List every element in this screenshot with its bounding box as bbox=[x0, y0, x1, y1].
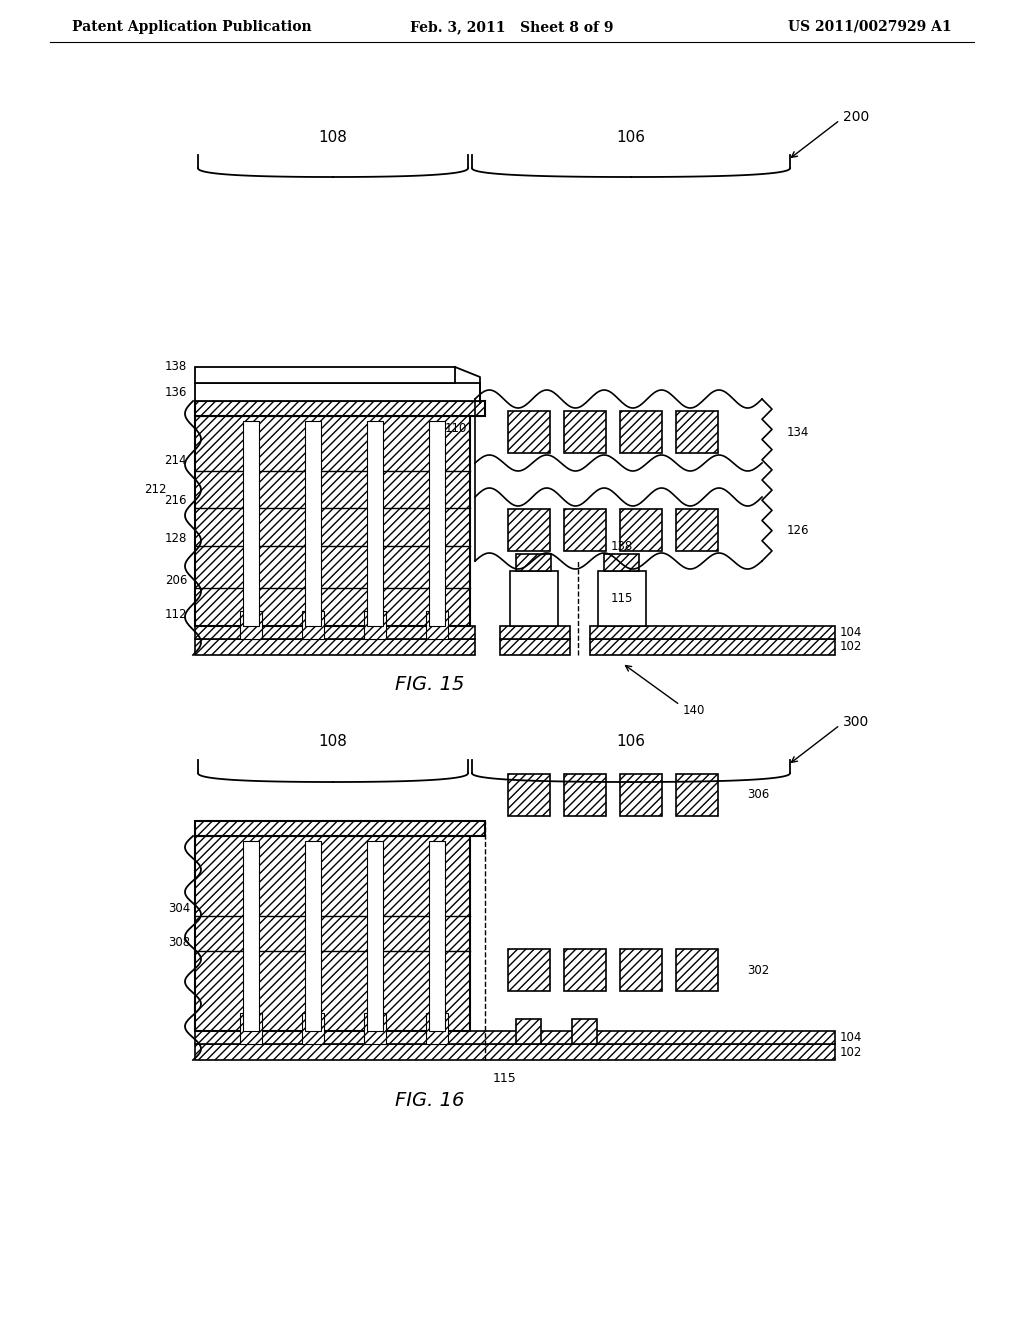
Bar bbox=[240, 1012, 262, 1044]
Text: 136: 136 bbox=[165, 385, 187, 399]
Text: 212: 212 bbox=[144, 483, 167, 496]
Bar bbox=[243, 421, 259, 626]
Bar bbox=[620, 774, 662, 816]
Text: FIG. 16: FIG. 16 bbox=[395, 1090, 465, 1110]
Text: 140: 140 bbox=[683, 704, 706, 717]
Text: 106: 106 bbox=[616, 734, 645, 750]
Bar bbox=[508, 774, 550, 816]
Text: 134: 134 bbox=[787, 425, 809, 438]
Text: 200: 200 bbox=[843, 110, 869, 124]
Text: 128: 128 bbox=[165, 532, 187, 544]
Bar bbox=[620, 411, 662, 453]
Bar bbox=[302, 1012, 324, 1044]
Bar bbox=[429, 421, 445, 626]
Bar bbox=[590, 639, 835, 655]
Bar bbox=[516, 554, 551, 572]
Bar bbox=[564, 510, 606, 550]
Bar bbox=[676, 774, 718, 816]
Text: 108: 108 bbox=[318, 734, 347, 750]
Bar bbox=[508, 411, 550, 453]
Text: 306: 306 bbox=[746, 788, 769, 801]
Bar bbox=[240, 611, 262, 639]
Text: 300: 300 bbox=[843, 715, 869, 729]
Bar bbox=[564, 411, 606, 453]
Text: FIG. 15: FIG. 15 bbox=[395, 676, 465, 694]
Bar bbox=[364, 1012, 386, 1044]
Bar bbox=[564, 949, 606, 991]
Bar bbox=[590, 626, 835, 639]
Bar bbox=[305, 421, 321, 626]
Bar bbox=[516, 1019, 541, 1044]
Text: 304: 304 bbox=[168, 902, 190, 915]
Bar bbox=[508, 510, 550, 550]
Text: 206: 206 bbox=[165, 573, 187, 586]
Text: 112: 112 bbox=[165, 607, 187, 620]
Bar bbox=[676, 411, 718, 453]
Bar bbox=[510, 572, 558, 626]
Bar bbox=[195, 821, 485, 836]
Text: Feb. 3, 2011   Sheet 8 of 9: Feb. 3, 2011 Sheet 8 of 9 bbox=[411, 20, 613, 34]
Bar bbox=[195, 367, 455, 383]
Bar bbox=[676, 949, 718, 991]
Bar bbox=[367, 841, 383, 1031]
Bar bbox=[620, 510, 662, 550]
Text: Patent Application Publication: Patent Application Publication bbox=[72, 20, 311, 34]
Text: 108: 108 bbox=[318, 129, 347, 144]
Bar bbox=[195, 1031, 835, 1044]
Bar bbox=[604, 554, 639, 572]
Text: 214: 214 bbox=[165, 454, 187, 467]
Bar bbox=[195, 416, 470, 626]
Bar bbox=[572, 1019, 597, 1044]
Text: 308: 308 bbox=[168, 936, 190, 949]
Bar bbox=[195, 401, 485, 416]
Bar bbox=[195, 1044, 835, 1060]
Bar bbox=[429, 841, 445, 1031]
Text: 138: 138 bbox=[610, 540, 633, 553]
Bar bbox=[676, 510, 718, 550]
Bar bbox=[367, 421, 383, 626]
Bar bbox=[195, 639, 475, 655]
Bar bbox=[500, 639, 570, 655]
Bar bbox=[500, 626, 570, 639]
Bar bbox=[302, 611, 324, 639]
Text: 102: 102 bbox=[840, 640, 862, 653]
Text: 104: 104 bbox=[840, 626, 862, 639]
Bar bbox=[243, 841, 259, 1031]
Text: 115: 115 bbox=[494, 1072, 517, 1085]
Text: 216: 216 bbox=[165, 494, 187, 507]
Text: 302: 302 bbox=[746, 964, 769, 977]
Text: 104: 104 bbox=[840, 1031, 862, 1044]
Text: 106: 106 bbox=[616, 129, 645, 144]
Bar bbox=[195, 836, 470, 1031]
Bar bbox=[426, 1012, 449, 1044]
Text: 138: 138 bbox=[165, 360, 187, 374]
Text: US 2011/0027929 A1: US 2011/0027929 A1 bbox=[788, 20, 952, 34]
Bar bbox=[508, 949, 550, 991]
Text: 110: 110 bbox=[445, 421, 467, 434]
Bar bbox=[620, 949, 662, 991]
Bar bbox=[564, 774, 606, 816]
Bar bbox=[195, 626, 475, 639]
Bar bbox=[305, 841, 321, 1031]
Text: 126: 126 bbox=[787, 524, 810, 536]
Bar bbox=[195, 383, 480, 401]
Bar bbox=[598, 572, 646, 626]
Bar bbox=[364, 611, 386, 639]
Bar bbox=[426, 611, 449, 639]
Text: 102: 102 bbox=[840, 1045, 862, 1059]
Text: 115: 115 bbox=[610, 591, 633, 605]
